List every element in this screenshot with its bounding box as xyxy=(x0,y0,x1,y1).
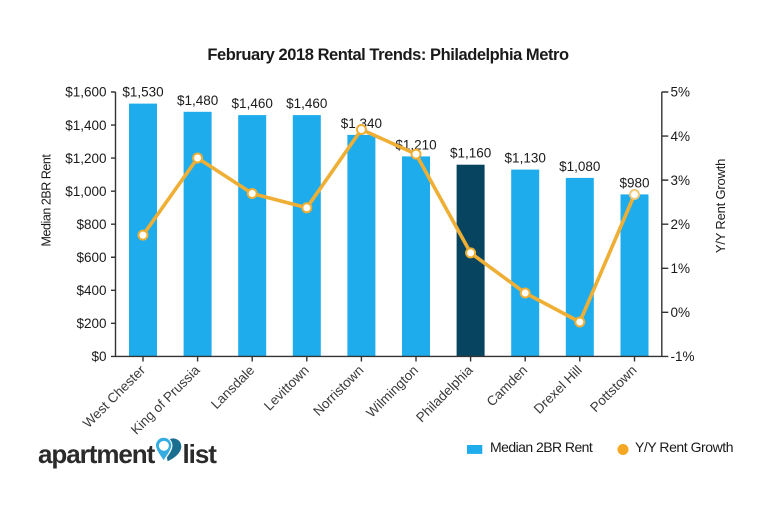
svg-text:$1,460: $1,460 xyxy=(232,96,273,111)
svg-text:$800: $800 xyxy=(76,217,106,232)
svg-text:$1,080: $1,080 xyxy=(559,159,600,174)
svg-text:$1,600: $1,600 xyxy=(65,85,106,100)
svg-text:$980: $980 xyxy=(619,175,649,190)
svg-text:3%: 3% xyxy=(671,173,691,188)
svg-text:$1,400: $1,400 xyxy=(65,118,106,133)
svg-text:apartment: apartment xyxy=(38,439,156,469)
svg-text:Median 2BR Rent: Median 2BR Rent xyxy=(490,439,593,455)
svg-text:February 2018 Rental Trends: P: February 2018 Rental Trends: Philadelphi… xyxy=(207,46,569,64)
svg-text:Y/Y Rent Growth: Y/Y Rent Growth xyxy=(713,159,728,253)
svg-text:$1,200: $1,200 xyxy=(65,151,106,166)
svg-text:$1,000: $1,000 xyxy=(65,184,106,199)
svg-text:$1,160: $1,160 xyxy=(450,146,491,161)
svg-text:0%: 0% xyxy=(671,305,691,320)
svg-text:$1,530: $1,530 xyxy=(122,85,163,100)
svg-text:$200: $200 xyxy=(76,316,106,331)
svg-text:Y/Y Rent Growth: Y/Y Rent Growth xyxy=(635,439,733,455)
svg-text:$1,480: $1,480 xyxy=(177,93,218,108)
svg-text:$1,460: $1,460 xyxy=(286,96,327,111)
svg-text:4%: 4% xyxy=(671,129,691,144)
svg-text:1%: 1% xyxy=(671,261,691,276)
svg-text:list: list xyxy=(183,439,218,469)
svg-text:$1,130: $1,130 xyxy=(505,151,546,166)
svg-text:2%: 2% xyxy=(671,217,691,232)
svg-text:$400: $400 xyxy=(76,283,106,298)
svg-text:$0: $0 xyxy=(91,349,106,364)
svg-text:$1,340: $1,340 xyxy=(341,116,382,131)
svg-text:$600: $600 xyxy=(76,250,106,265)
svg-text:5%: 5% xyxy=(671,85,691,100)
svg-text:Median 2BR Rent: Median 2BR Rent xyxy=(40,154,54,247)
svg-text:-1%: -1% xyxy=(671,349,695,364)
